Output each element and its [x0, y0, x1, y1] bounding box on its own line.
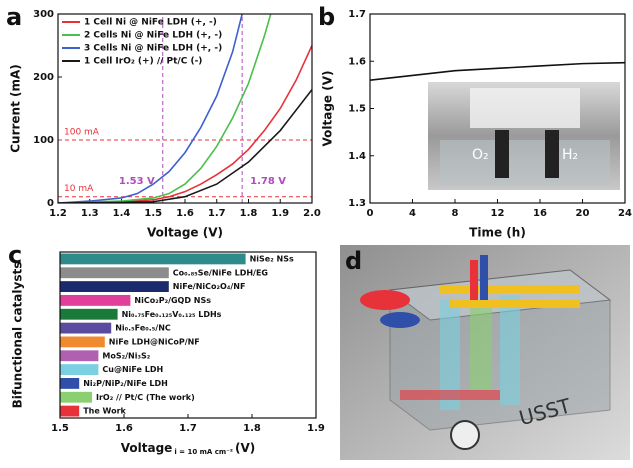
- y-axis-label: Voltage (V): [321, 71, 335, 147]
- x-tick-label: 1.5: [51, 423, 69, 434]
- x-tick-label: 1.9: [307, 423, 325, 434]
- legend-label: 1 Cell Ni @ NiFe LDH (+, -): [84, 18, 217, 28]
- x-axis-label: Voltage i = 10 mA cm⁻² (V): [121, 441, 256, 457]
- bar-label: Co₀.₈₅Se/NiFe LDH/EG: [173, 268, 268, 277]
- bar: [60, 405, 80, 417]
- x-axis-label: Time (h): [469, 226, 526, 240]
- bar: [60, 308, 118, 320]
- legend-label: 1 Cell IrO₂ (+) // Pt/C (-): [84, 57, 202, 67]
- x-tick-label: 0: [367, 208, 374, 219]
- x-tick-label: 1.8: [243, 423, 261, 434]
- x-axis-label-part: Voltage: [121, 441, 173, 455]
- plot-frame: [59, 251, 317, 419]
- annotation: 1.53 V: [119, 176, 155, 187]
- x-tick-label: 1.4: [113, 208, 131, 219]
- bar: [60, 391, 92, 403]
- reactor-illustration: USST d: [340, 245, 630, 460]
- legend-label: 2 Cells Ni @ NiFe LDH (+, -): [84, 31, 222, 41]
- y-tick-label: 1.6: [348, 56, 366, 67]
- bar-label: IrO₂ // Pt/C (The work): [96, 393, 195, 402]
- x-tick-label: 24: [618, 208, 632, 219]
- inset-label: H₂: [562, 147, 578, 163]
- bar: [60, 253, 246, 265]
- x-tick-label: 4: [409, 208, 416, 219]
- x-tick-label: 1.2: [49, 208, 67, 219]
- bar-label: Cu@NiFe LDH: [102, 365, 163, 374]
- bar-label: The Work: [83, 407, 126, 416]
- y-axis-label: Current (mA): [9, 64, 23, 153]
- series-line: [58, 89, 312, 203]
- bar: [60, 350, 99, 362]
- x-tick-label: 12: [491, 208, 505, 219]
- inset-photo: O₂ H₂: [428, 82, 620, 190]
- panel-label: a: [6, 3, 22, 31]
- bar: [60, 364, 99, 375]
- x-tick-label: 16: [533, 208, 547, 219]
- x-tick-label: 1.6: [115, 423, 133, 434]
- legend-label: 3 Cells Ni @ NiFe LDH (+, -): [84, 44, 222, 54]
- annotation: 100 mA: [64, 128, 100, 138]
- plot-frame: [57, 13, 313, 204]
- bar: [60, 322, 112, 334]
- bar-label: NiFe LDH@NiCoP/NF: [109, 337, 200, 346]
- y-tick-label: 200: [33, 72, 54, 83]
- y-tick-label: 0: [47, 198, 54, 209]
- panel-label: c: [8, 241, 22, 269]
- bar: [60, 281, 169, 292]
- y-tick-label: 300: [33, 9, 54, 20]
- y-tick-label: 1.3: [348, 198, 366, 209]
- y-tick-label: 1.7: [348, 9, 366, 20]
- x-tick-label: 20: [576, 208, 590, 219]
- x-axis-label-part: (V): [235, 441, 255, 455]
- series-line: [370, 61, 625, 81]
- bar-label: NiFe/NiCo₂O₄/NF: [173, 282, 246, 291]
- x-tick-label: 1.7: [208, 208, 226, 219]
- x-tick-label: 8: [452, 208, 459, 219]
- bar-label: NiSe₂ NSs: [250, 254, 294, 263]
- x-tick-label: 2.0: [303, 208, 321, 219]
- panel-label: d: [345, 247, 362, 275]
- bar: [60, 267, 169, 279]
- bar-label: Ni₀.₅Fe₀.₅/NC: [115, 324, 171, 333]
- panel-label: b: [318, 3, 335, 31]
- annotation: 1.78 V: [250, 176, 286, 187]
- x-tick-label: 1.6: [176, 208, 194, 219]
- bar: [60, 295, 131, 306]
- y-tick-label: 1.4: [348, 151, 366, 162]
- bar-label: MoS₂/Ni₃S₂: [102, 351, 150, 360]
- bar: [60, 336, 105, 348]
- x-axis-label: Voltage (V): [147, 226, 223, 240]
- series-line: [58, 14, 272, 203]
- y-tick-label: 1.5: [348, 104, 366, 115]
- x-tick-label: 1.3: [81, 208, 99, 219]
- x-axis-label-part: i = 10 mA cm⁻²: [174, 448, 233, 456]
- x-tick-label: 1.8: [240, 208, 258, 219]
- series-line: [58, 45, 312, 203]
- inset-label: O₂: [472, 147, 489, 163]
- x-tick-label: 1.9: [271, 208, 289, 219]
- y-tick-label: 100: [33, 135, 54, 146]
- annotation: 10 mA: [64, 184, 94, 194]
- plot-frame: [369, 13, 626, 204]
- bar-label: Ni₀.₇₅Fe₀.₁₂₅V₀.₁₂₅ LDHs: [122, 310, 222, 319]
- bar: [60, 378, 80, 389]
- bar-label: Ni₂P/NiP₂/NiFe LDH: [83, 379, 168, 388]
- y-axis-label: Bifunctional catalysts: [11, 262, 25, 409]
- bar-label: NiCo₂P₂/GQD NSs: [134, 296, 211, 305]
- x-tick-label: 1.7: [179, 423, 197, 434]
- x-tick-label: 1.5: [144, 208, 162, 219]
- series-line: [58, 14, 243, 203]
